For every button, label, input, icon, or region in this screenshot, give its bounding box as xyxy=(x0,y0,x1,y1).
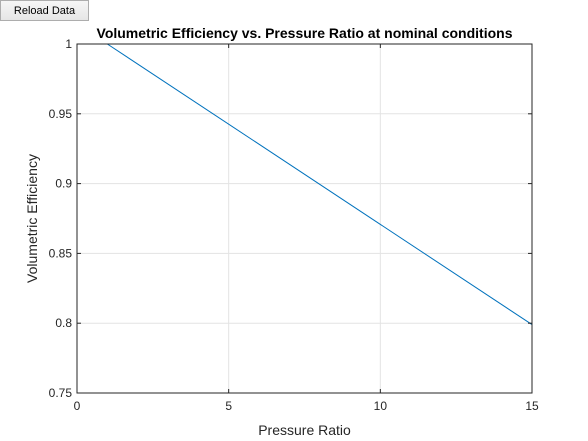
series-line xyxy=(107,43,533,326)
reload-data-button[interactable]: Reload Data xyxy=(0,0,89,21)
x-tick-label: 5 xyxy=(225,399,232,413)
grid-lines xyxy=(77,44,532,393)
x-tick-label: 10 xyxy=(374,399,388,413)
tick-marks xyxy=(76,43,533,394)
y-tick-label: 1 xyxy=(65,37,72,51)
x-tick-label: 0 xyxy=(74,399,81,413)
tick-labels: 0 5 10 15 0.75 0.8 0.85 0.9 0.95 1 xyxy=(49,37,539,413)
x-axis-label: Pressure Ratio xyxy=(258,422,351,438)
y-axis-label: Volumetric Efficiency xyxy=(24,154,40,283)
chart-title: Volumetric Efficiency vs. Pressure Ratio… xyxy=(97,25,513,41)
y-tick-label: 0.75 xyxy=(49,386,73,400)
x-tick-label: 15 xyxy=(525,399,539,413)
plot-area-border xyxy=(76,43,533,394)
y-tick-label: 0.8 xyxy=(55,316,72,330)
plot-area-background xyxy=(77,44,532,393)
series-layer xyxy=(107,43,533,326)
y-tick-label: 0.9 xyxy=(55,177,72,191)
y-tick-label: 0.95 xyxy=(49,107,73,121)
y-tick-label: 0.85 xyxy=(49,246,73,260)
